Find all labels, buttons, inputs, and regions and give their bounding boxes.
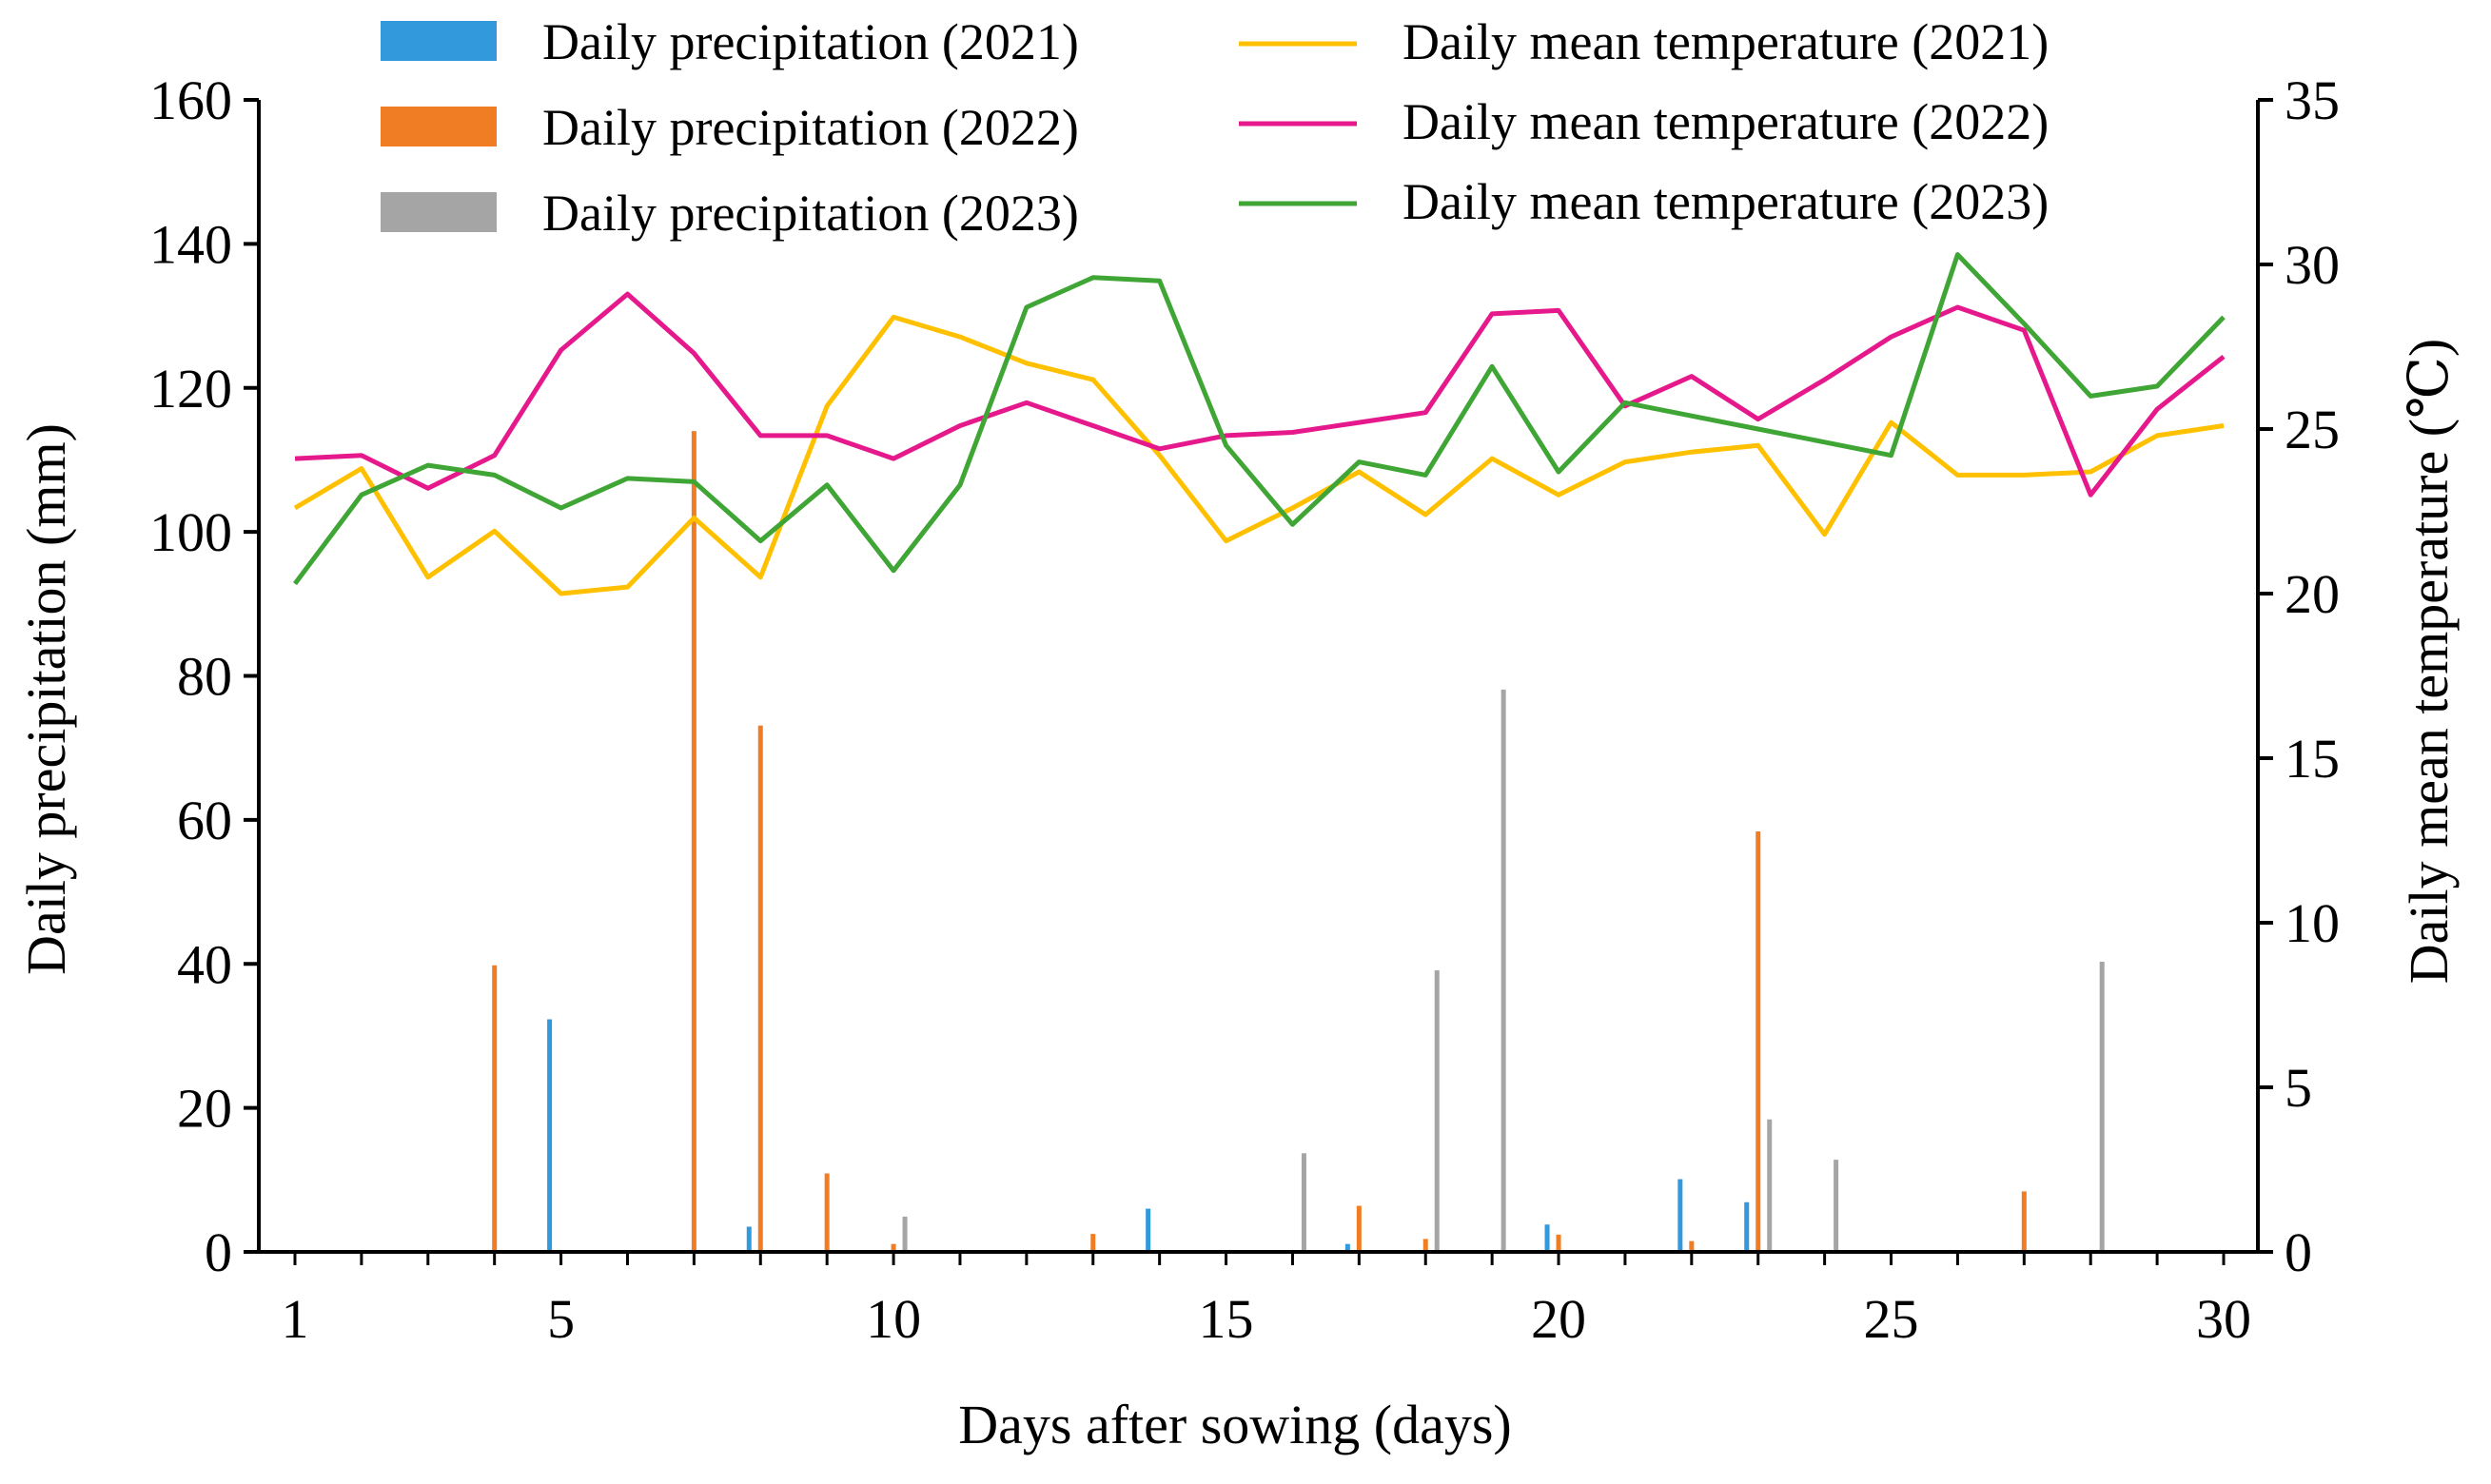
precip-bar	[1434, 970, 1440, 1252]
legend-swatch-bar	[381, 21, 497, 61]
precip-bar	[1301, 1153, 1306, 1252]
right-y-tick-label: 0	[2285, 1221, 2312, 1283]
precip-bar	[1090, 1234, 1096, 1252]
x-tick-label: 20	[1531, 1288, 1586, 1350]
left-y-tick-label: 60	[177, 790, 232, 851]
legend-label: Daily precipitation (2023)	[542, 185, 1079, 242]
temperature-line	[294, 291, 2226, 498]
left-y-tick-label: 40	[177, 933, 232, 995]
left-y-tick-label: 120	[149, 358, 232, 420]
legend-label: Daily mean temperature (2023)	[1402, 173, 2049, 230]
precip-bar	[1834, 1160, 1839, 1252]
precip-bar	[1146, 1208, 1151, 1252]
right-y-tick-label: 20	[2285, 563, 2340, 625]
x-tick-label: 5	[547, 1288, 575, 1350]
precip-bar	[891, 1243, 896, 1252]
right-y-tick-label: 25	[2285, 399, 2340, 460]
temperature-lines	[292, 252, 2226, 596]
left-y-axis-title: Daily precipitation (mm)	[15, 423, 77, 975]
legend: Daily precipitation (2021) Daily precipit…	[381, 13, 2049, 242]
legend-swatch-bar	[381, 107, 497, 146]
precip-bar	[824, 1173, 830, 1252]
right-y-tick-label: 15	[2285, 728, 2340, 790]
left-y-tick-label: 140	[149, 213, 232, 275]
legend-label: Daily mean temperature (2022)	[1402, 93, 2049, 150]
precip-bar	[1356, 1205, 1362, 1252]
precip-bar	[1767, 1119, 1773, 1252]
legend-label: Daily precipitation (2021)	[542, 13, 1079, 70]
x-tick-label: 10	[866, 1288, 921, 1350]
legend-label: Daily precipitation (2022)	[542, 99, 1079, 156]
precipitation-bars	[492, 431, 2105, 1253]
left-y-tick-label: 20	[177, 1078, 232, 1140]
x-tick-label: 1	[282, 1288, 309, 1350]
right-y-tick-label: 10	[2285, 892, 2340, 954]
left-y-tick-label: 100	[149, 501, 232, 563]
legend-swatch-bar	[381, 192, 497, 232]
left-y-tick-label: 0	[205, 1221, 232, 1283]
right-y-tick-label: 30	[2285, 234, 2340, 296]
precip-bar	[1556, 1234, 1561, 1252]
right-y-axis-title: Daily mean temperature (℃)	[2398, 339, 2460, 984]
precip-bar	[1755, 830, 1761, 1252]
legend-label: Daily mean temperature (2021)	[1402, 13, 2049, 70]
precip-bar	[2021, 1191, 2027, 1252]
right-y-tick-label: 5	[2285, 1057, 2312, 1119]
precip-bar	[2099, 961, 2105, 1252]
precip-bar	[1677, 1179, 1683, 1252]
x-axis-title: Days after sowing (days)	[958, 1394, 1511, 1455]
temperature-line	[293, 314, 2225, 596]
precip-bar	[1744, 1201, 1750, 1252]
left-y-tick-label: 80	[177, 646, 232, 708]
precip-bar	[492, 965, 498, 1252]
precip-bar	[547, 1019, 553, 1252]
precip-bar	[1544, 1224, 1550, 1252]
precip-bar	[1344, 1243, 1350, 1252]
precip-bar	[902, 1216, 908, 1252]
x-tick-label: 25	[1864, 1288, 1919, 1350]
temperature-line	[292, 252, 2226, 586]
right-y-tick-label: 35	[2285, 69, 2340, 131]
precip-bar	[1422, 1239, 1428, 1252]
precip-bar	[1500, 689, 1506, 1252]
precip-bar	[1689, 1240, 1695, 1252]
precip-bar	[691, 431, 696, 1253]
x-tick-label: 30	[2196, 1288, 2251, 1350]
x-tick-label: 15	[1199, 1288, 1254, 1350]
left-y-tick-label: 160	[149, 69, 232, 131]
precip-bar	[757, 725, 763, 1252]
precip-bar	[746, 1226, 752, 1252]
